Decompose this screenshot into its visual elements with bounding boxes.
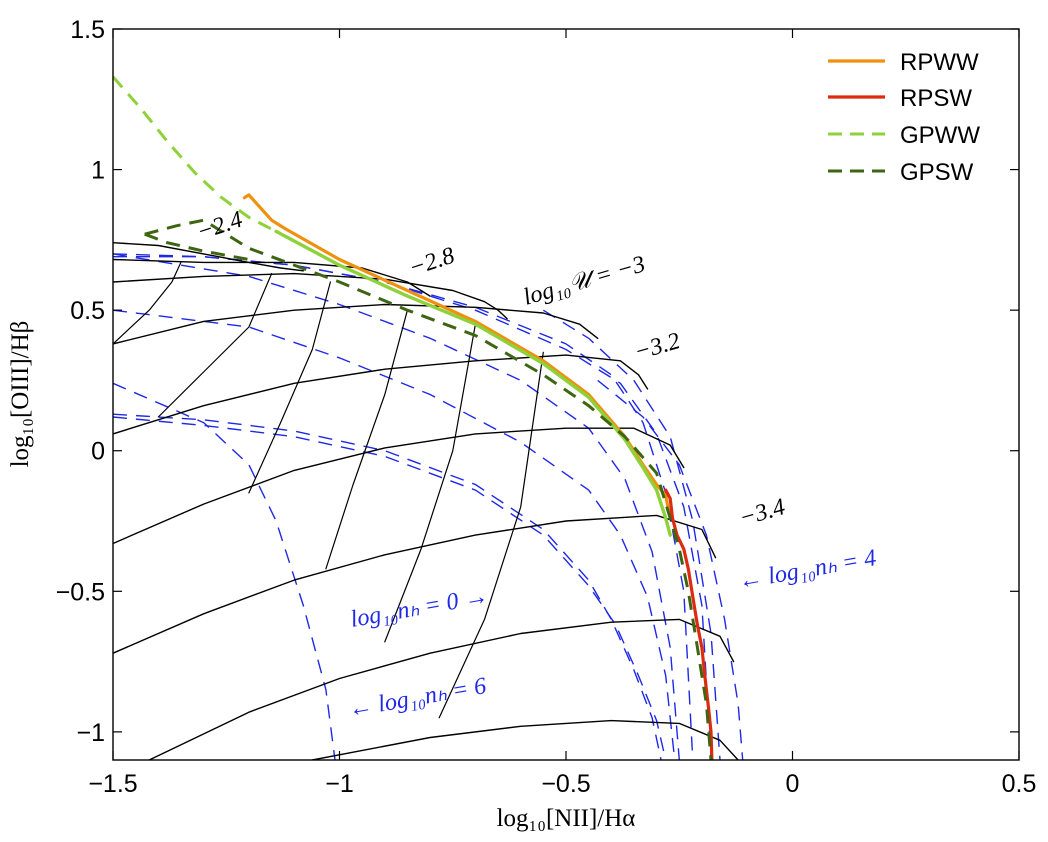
y-tick-label: −0.5 bbox=[56, 578, 105, 606]
x-tick-label: −1 bbox=[325, 770, 354, 798]
density-cross-line-2 bbox=[248, 281, 331, 494]
ionization-parameter-line-8 bbox=[311, 719, 739, 760]
density-curve-0 bbox=[113, 382, 336, 760]
density-curve-3 bbox=[113, 309, 676, 760]
ionization-parameter-line-4 bbox=[113, 354, 649, 435]
density-cross-line-3 bbox=[325, 309, 408, 570]
series-gpww-line-3 bbox=[274, 229, 672, 537]
annotation-nh-0: log₁₀nₕ = 0 → bbox=[349, 583, 491, 633]
density-curve-1 bbox=[113, 413, 662, 760]
legend: RPWW RPSW GPWW GPSW bbox=[828, 49, 980, 186]
annotations: −2.4 −2.8 log₁₀𝒰 = −3 −3.2 −3.4 log₁₀nₕ … bbox=[194, 207, 878, 723]
x-tick-label: −1.5 bbox=[88, 770, 137, 798]
density-cross-line-5 bbox=[438, 351, 544, 719]
density-cross-line-4 bbox=[384, 323, 476, 643]
annotation-nh-4: ← log₁₀nₕ = 4 bbox=[737, 545, 879, 595]
data-series bbox=[113, 75, 714, 760]
legend-entry-gpww: GPWW bbox=[828, 122, 980, 149]
annotation-log-u-minus-3: log₁₀𝒰 = −3 bbox=[520, 251, 648, 311]
annotation-u-minus-3-2: −3.2 bbox=[631, 328, 683, 366]
ionization-parameter-line-1 bbox=[113, 258, 431, 297]
annotation-u-minus-3-4: −3.4 bbox=[736, 494, 788, 532]
density-curve-2 bbox=[113, 416, 667, 760]
x-tick-label: 0 bbox=[786, 770, 800, 798]
ionization-parameter-line-6 bbox=[113, 514, 717, 654]
density-curve-7 bbox=[542, 309, 721, 760]
y-tick-label: 0 bbox=[91, 438, 105, 466]
series-gpsw-line-4 bbox=[144, 218, 713, 760]
legend-entry-rpsw: RPSW bbox=[828, 85, 972, 112]
density-curve-8 bbox=[597, 379, 744, 760]
y-tick-label: 0.5 bbox=[70, 297, 105, 325]
y-axis-label: log₁₀[OIII]/Hβ bbox=[7, 321, 34, 468]
series-gpsw-line-5 bbox=[144, 232, 250, 261]
annotation-u-minus-2-8: −2.8 bbox=[406, 243, 458, 282]
y-tick-label: 1 bbox=[91, 157, 105, 185]
ionization-parameter-line-0 bbox=[113, 241, 304, 272]
density-curve-4 bbox=[113, 253, 680, 760]
ionization-parameter-line-3 bbox=[113, 303, 599, 345]
annotation-nh-6: ← log₁₀nₕ = 6 bbox=[347, 673, 489, 723]
density-curve-6 bbox=[113, 253, 712, 760]
x-tick-label: −0.5 bbox=[541, 770, 590, 798]
legend-label-gpsw: GPSW bbox=[900, 159, 974, 186]
y-tick-label: 1.5 bbox=[70, 16, 105, 44]
legend-entry-gpsw: GPSW bbox=[828, 159, 974, 186]
series-rpsw-line-1 bbox=[664, 488, 714, 760]
legend-label-rpsw: RPSW bbox=[900, 85, 972, 112]
series-gpww-line-2 bbox=[113, 75, 277, 233]
axis-ticks: −1.5 −1 −0.5 0 0.5 −1 −0.5 0 0.5 1 1.5 bbox=[56, 16, 1037, 798]
y-tick-label: −1 bbox=[76, 719, 105, 747]
ionization-parameter-line-7 bbox=[148, 618, 735, 760]
legend-entry-rpww: RPWW bbox=[828, 49, 979, 76]
density-cross-line-0 bbox=[113, 261, 182, 345]
x-tick-label: 0.5 bbox=[1002, 770, 1037, 798]
density-curve-5 bbox=[113, 256, 694, 760]
ionization-parameter-line-5 bbox=[113, 427, 685, 545]
legend-label-rpww: RPWW bbox=[900, 49, 979, 76]
x-axis-label: log₁₀[NII]/Hα bbox=[497, 805, 636, 832]
density-cross-line-1 bbox=[157, 273, 273, 418]
legend-label-gpww: GPWW bbox=[900, 122, 980, 149]
photoionization-grid bbox=[113, 241, 744, 760]
